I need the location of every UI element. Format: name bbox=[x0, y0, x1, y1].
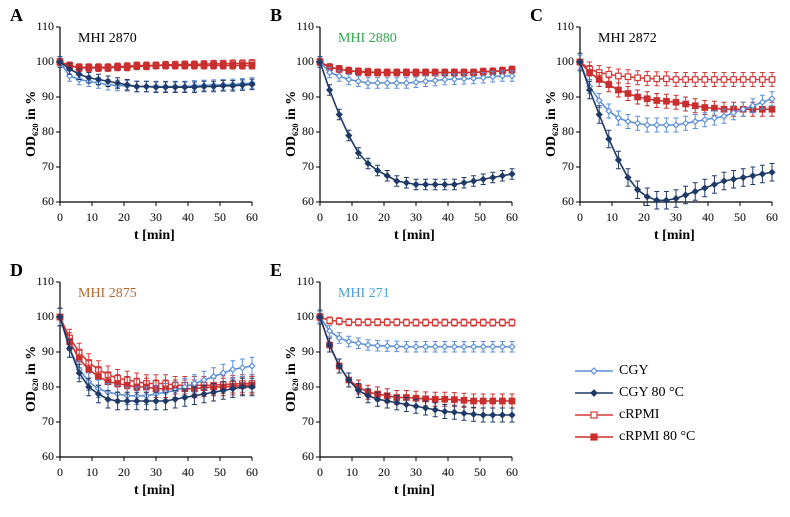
y-tick-label: 80 bbox=[24, 124, 54, 139]
legend-swatch-icon bbox=[575, 386, 613, 400]
y-tick-label: 80 bbox=[24, 379, 54, 394]
panel-D: DMHI 2875OD₆₂₀ in %t [min]60708090100110… bbox=[10, 260, 260, 505]
legend-label: CGY bbox=[619, 363, 649, 379]
x-tick-label: 30 bbox=[146, 210, 166, 225]
x-tick-label: 20 bbox=[114, 210, 134, 225]
figure: AMHI 2870OD₆₂₀ in %t [min]60708090100110… bbox=[0, 0, 790, 517]
x-tick-label: 30 bbox=[406, 465, 426, 480]
y-tick-label: 70 bbox=[24, 159, 54, 174]
panel-B: BMHI 2880OD₆₂₀ in %t [min]60708090100110… bbox=[270, 5, 520, 250]
y-tick-label: 100 bbox=[24, 309, 54, 324]
y-tick-label: 90 bbox=[24, 89, 54, 104]
x-tick-label: 50 bbox=[210, 210, 230, 225]
x-tick-label: 10 bbox=[82, 465, 102, 480]
y-tick-label: 60 bbox=[24, 194, 54, 209]
x-tick-label: 0 bbox=[570, 210, 590, 225]
x-tick-label: 40 bbox=[698, 210, 718, 225]
x-tick-label: 50 bbox=[470, 210, 490, 225]
legend-swatch-icon bbox=[575, 364, 613, 378]
x-tick-label: 20 bbox=[634, 210, 654, 225]
y-tick-label: 70 bbox=[284, 159, 314, 174]
x-tick-label: 30 bbox=[666, 210, 686, 225]
y-tick-label: 110 bbox=[544, 19, 574, 34]
x-tick-label: 0 bbox=[50, 210, 70, 225]
x-tick-label: 50 bbox=[730, 210, 750, 225]
y-tick-label: 70 bbox=[24, 414, 54, 429]
panel-C: CMHI 2872OD₆₂₀ in %t [min]60708090100110… bbox=[530, 5, 780, 250]
y-tick-label: 80 bbox=[284, 124, 314, 139]
y-tick-label: 100 bbox=[544, 54, 574, 69]
x-tick-label: 20 bbox=[114, 465, 134, 480]
y-tick-label: 60 bbox=[24, 449, 54, 464]
y-tick-label: 80 bbox=[544, 124, 574, 139]
x-tick-label: 10 bbox=[82, 210, 102, 225]
y-tick-label: 100 bbox=[284, 54, 314, 69]
x-tick-label: 0 bbox=[310, 465, 330, 480]
x-tick-label: 60 bbox=[502, 465, 522, 480]
panel-A: AMHI 2870OD₆₂₀ in %t [min]60708090100110… bbox=[10, 5, 260, 250]
y-tick-label: 100 bbox=[24, 54, 54, 69]
y-tick-label: 60 bbox=[284, 449, 314, 464]
y-tick-label: 110 bbox=[24, 19, 54, 34]
y-tick-label: 110 bbox=[284, 19, 314, 34]
y-tick-label: 60 bbox=[544, 194, 574, 209]
legend-item: cRPMI bbox=[575, 404, 695, 426]
x-tick-label: 10 bbox=[342, 210, 362, 225]
x-tick-label: 60 bbox=[242, 210, 262, 225]
legend-label: cRPMI bbox=[619, 407, 659, 423]
y-tick-label: 90 bbox=[24, 344, 54, 359]
x-tick-label: 20 bbox=[374, 465, 394, 480]
x-tick-label: 40 bbox=[178, 465, 198, 480]
legend-label: cRPMI 80 °C bbox=[619, 429, 695, 445]
y-tick-label: 110 bbox=[24, 274, 54, 289]
y-tick-label: 70 bbox=[544, 159, 574, 174]
x-tick-label: 60 bbox=[502, 210, 522, 225]
y-tick-label: 90 bbox=[284, 344, 314, 359]
x-tick-label: 0 bbox=[50, 465, 70, 480]
x-tick-label: 40 bbox=[178, 210, 198, 225]
legend: CGY CGY 80 °C cRPMI cRPMI 80 °C bbox=[575, 360, 695, 448]
y-tick-label: 90 bbox=[284, 89, 314, 104]
legend-item: cRPMI 80 °C bbox=[575, 426, 695, 448]
x-tick-label: 10 bbox=[602, 210, 622, 225]
x-tick-label: 30 bbox=[406, 210, 426, 225]
y-tick-label: 70 bbox=[284, 414, 314, 429]
x-tick-label: 0 bbox=[310, 210, 330, 225]
legend-item: CGY bbox=[575, 360, 695, 382]
legend-swatch-icon bbox=[575, 430, 613, 444]
panel-E: EMHI 271OD₆₂₀ in %t [min]607080901001100… bbox=[270, 260, 520, 505]
legend-item: CGY 80 °C bbox=[575, 382, 695, 404]
y-tick-label: 60 bbox=[284, 194, 314, 209]
x-tick-label: 60 bbox=[762, 210, 782, 225]
y-tick-label: 100 bbox=[284, 309, 314, 324]
x-tick-label: 40 bbox=[438, 465, 458, 480]
x-tick-label: 50 bbox=[470, 465, 490, 480]
x-tick-label: 40 bbox=[438, 210, 458, 225]
x-tick-label: 10 bbox=[342, 465, 362, 480]
x-tick-label: 50 bbox=[210, 465, 230, 480]
y-tick-label: 90 bbox=[544, 89, 574, 104]
x-tick-label: 30 bbox=[146, 465, 166, 480]
x-tick-label: 20 bbox=[374, 210, 394, 225]
y-tick-label: 110 bbox=[284, 274, 314, 289]
x-tick-label: 60 bbox=[242, 465, 262, 480]
legend-swatch-icon bbox=[575, 408, 613, 422]
y-tick-label: 80 bbox=[284, 379, 314, 394]
legend-label: CGY 80 °C bbox=[619, 385, 684, 401]
